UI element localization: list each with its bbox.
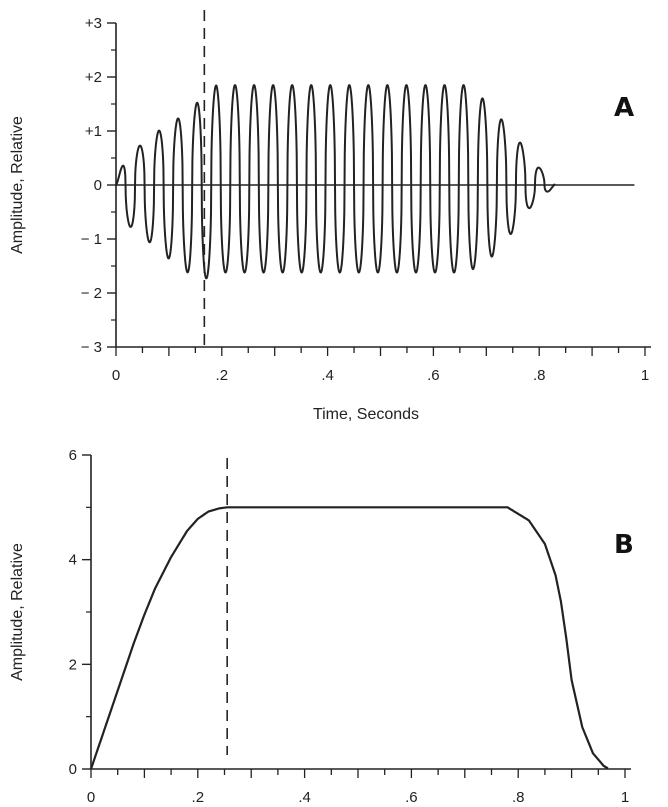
panel-letter-b: B [614, 530, 634, 560]
chart-b-y-tick-label: 4 [69, 552, 77, 569]
chart-a-y-tick-label: +3 [85, 15, 102, 32]
chart-a-x-tick-label: 0 [112, 367, 120, 384]
chart-b-x-tick-label: 1 [621, 789, 629, 806]
chart-a-y-tick-label: 0 [94, 177, 102, 194]
chart-b-x-tick-label: .6 [405, 789, 418, 806]
chart-a-y-tick-label: − 2 [81, 285, 102, 302]
chart-panel-b: Amplitude, Relative B 0 2 4 6 0 .2 .4 .6 .8 1 [9, 447, 634, 806]
chart-a-xlabel: Time, Seconds [313, 406, 419, 423]
chart-a-ylabel: Amplitude, Relative [9, 116, 26, 254]
chart-b-ylabel: Amplitude, Relative [9, 543, 26, 681]
chart-a-y-tick-label: +1 [85, 123, 102, 140]
chart-a-x-tick-label: .2 [216, 367, 229, 384]
chart-panel-a: Amplitude, Relative Time, Seconds A +3 +2… [9, 10, 651, 423]
chart-a-x-tick-label: .4 [321, 367, 334, 384]
chart-a-x-tick-label: .6 [427, 367, 440, 384]
chart-b-y-tick-label: 0 [69, 761, 77, 778]
chart-b-y-tick-label: 2 [69, 656, 77, 673]
chart-a-x-tick-label: 1 [641, 367, 649, 384]
chart-b-x-tick-label: .8 [512, 789, 525, 806]
chart-b-y-tick-label: 6 [69, 447, 77, 464]
chart-a-y-tick-label: +2 [85, 69, 102, 86]
chart-a-x-tick-label: .8 [533, 367, 546, 384]
chart-b-x-tick-label: .4 [298, 789, 311, 806]
chart-a-series-line [115, 84, 556, 280]
chart-a-y-tick-label: − 3 [81, 339, 102, 356]
panel-letter-a: A [614, 93, 634, 123]
chart-b-x-tick-label: 0 [87, 789, 95, 806]
chart-b-x-tick-label: .2 [192, 789, 205, 806]
chart-b-series-line [89, 506, 609, 770]
chart-a-y-tick-label: − 1 [81, 231, 102, 248]
